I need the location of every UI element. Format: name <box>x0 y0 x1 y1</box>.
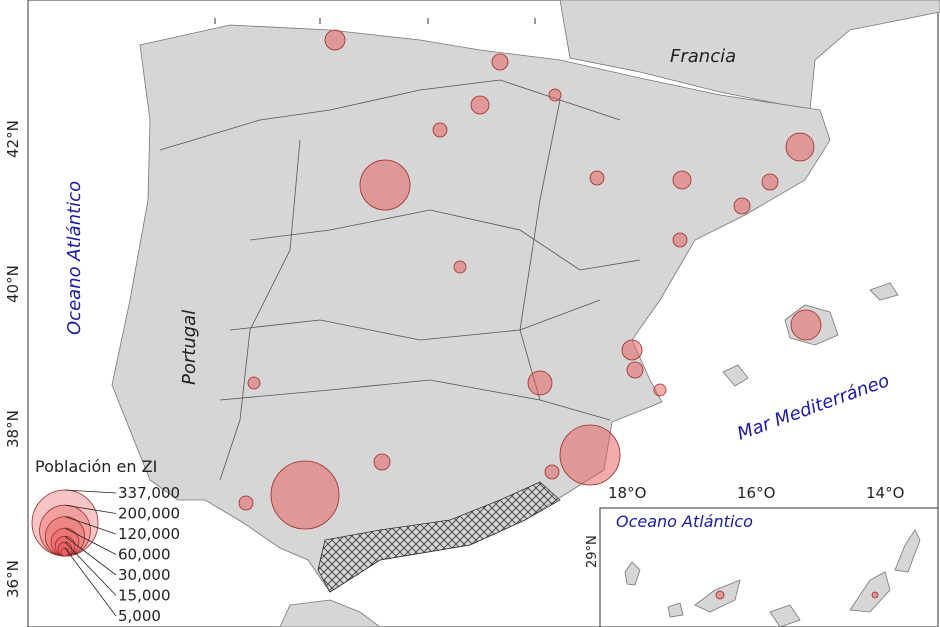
france <box>559 0 940 111</box>
legend-leader <box>64 541 117 596</box>
iberia <box>111 24 831 593</box>
ibiza <box>722 364 749 387</box>
legend-leader <box>64 547 117 617</box>
lat-ticks: 42°N 40°N 38°N 36°N <box>4 120 22 598</box>
region-borders <box>159 79 641 481</box>
lon-tick-label: 14°O <box>866 484 904 502</box>
legend-label: 60,000 <box>118 546 171 564</box>
lat-tick-label: 36°N <box>4 560 22 598</box>
legend-title: Población en ZI <box>35 457 157 476</box>
menorca <box>869 282 899 301</box>
legend-label: 120,000 <box>118 525 180 543</box>
legend-leader <box>64 489 117 494</box>
legend-leader <box>64 535 117 576</box>
legend-label: 200,000 <box>118 505 180 523</box>
legend-label: 15,000 <box>118 587 171 605</box>
legend-leader <box>64 527 117 555</box>
legend-label: 30,000 <box>118 566 171 584</box>
legend-label: 337,000 <box>118 484 180 502</box>
legend-leader <box>64 504 117 514</box>
atlantic-label: Oceano Atlántico <box>64 181 85 335</box>
hatched-area <box>317 481 561 593</box>
inset: Oceano Atlántico 29°N <box>585 507 939 627</box>
population-bubbles <box>238 29 822 530</box>
lon-tick-label: 16°O <box>737 484 775 502</box>
africa <box>279 599 381 627</box>
inset-lat-tick-label: 29°N <box>585 535 600 568</box>
lon-tick-label: 18°O <box>608 484 646 502</box>
inset-ocean-label: Oceano Atlántico <box>616 512 753 531</box>
legend-label: 5,000 <box>118 607 161 625</box>
lat-tick-label: 42°N <box>4 120 22 158</box>
lat-tick-label: 40°N <box>4 265 22 303</box>
legend-leader <box>64 516 117 535</box>
lat-tick-label: 38°N <box>4 410 22 448</box>
france-label: Francia <box>670 46 736 67</box>
legend: 337,000 200,000 120,000 60,000 30,000 15,000 5… <box>31 484 180 625</box>
portugal-label: Portugal <box>179 310 200 385</box>
